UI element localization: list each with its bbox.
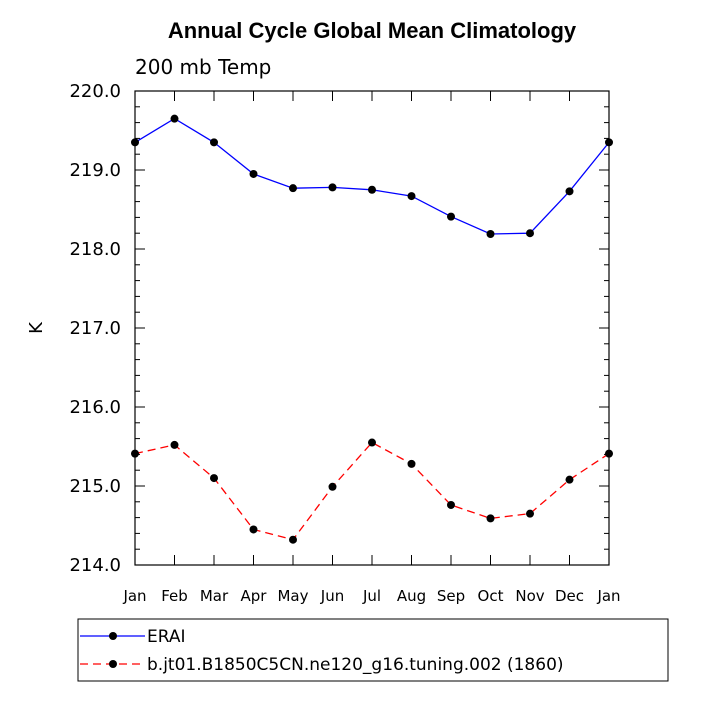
x-tick-label: Apr [241, 587, 268, 605]
data-point-series-1 [565, 475, 574, 484]
data-point-series-0 [565, 187, 574, 196]
x-tick-label: Sep [437, 587, 465, 605]
legend-marker-erai [109, 632, 117, 640]
data-point-series-1 [486, 514, 495, 523]
data-point-series-1 [249, 525, 258, 534]
data-point-series-0 [131, 138, 139, 147]
data-point-series-1 [407, 459, 416, 468]
x-tick-label: Dec [555, 587, 584, 605]
y-tick-label: 220.0 [69, 81, 121, 102]
y-tick-label: 217.0 [69, 318, 121, 339]
y-tick-label: 215.0 [69, 476, 121, 497]
data-point-series-0 [605, 138, 613, 147]
data-point-series-0 [170, 114, 179, 123]
y-tick-labels: 214.0 215.0 216.0 217.0 218.0 219.0 220.0 [69, 81, 121, 576]
y-tick-label: 214.0 [69, 555, 121, 576]
data-point-series-1 [289, 535, 297, 544]
data-point-series-0 [210, 138, 218, 147]
data-point-series-0 [447, 212, 455, 221]
legend: ERAI b.jt01.B1850C5CN.ne120_g16.tuning.0… [77, 618, 669, 682]
legend-box [77, 618, 669, 682]
legend-label-model: b.jt01.B1850C5CN.ne120_g16.tuning.002 (1… [147, 655, 564, 675]
legend-label-erai: ERAI [147, 627, 186, 647]
plot-frame [134, 90, 610, 566]
data-point-series-0 [526, 229, 534, 238]
legend-marker-model [109, 660, 117, 668]
data-point-series-1 [210, 474, 218, 483]
data-point-series-1 [170, 440, 179, 449]
data-point-series-1 [526, 509, 534, 518]
data-point-series-0 [407, 192, 416, 201]
x-tick-label: Jan [596, 587, 620, 605]
x-tick-label: Feb [161, 587, 188, 605]
data-point-series-0 [368, 185, 376, 194]
y-tick-label: 216.0 [69, 397, 121, 418]
data-point-series-1 [447, 500, 455, 509]
data-point-series-1 [605, 449, 613, 458]
series-group [131, 114, 613, 544]
x-tick-label: May [277, 587, 308, 605]
data-point-series-0 [249, 169, 258, 178]
series-line-0 [134, 117, 610, 235]
x-tick-label: Aug [397, 587, 426, 605]
axis-ticks [134, 90, 610, 566]
y-axis-label: K [26, 321, 47, 334]
data-point-series-1 [131, 449, 139, 458]
chart-title: Annual Cycle Global Mean Climatology [168, 18, 577, 43]
series-line-1 [134, 441, 610, 541]
data-point-series-1 [328, 482, 337, 491]
x-tick-label: Mar [200, 587, 229, 605]
x-tick-label: Jun [320, 587, 344, 605]
x-tick-labels: Jan Feb Mar Apr May Jun Jul Aug Sep Oct Nov Dec Jan [122, 587, 620, 605]
x-tick-label: Jul [362, 587, 381, 605]
y-tick-label: 219.0 [69, 160, 121, 181]
x-tick-label: Oct [478, 587, 504, 605]
data-point-series-0 [486, 229, 495, 238]
x-tick-label: Jan [122, 587, 146, 605]
data-point-series-1 [368, 438, 376, 447]
x-tick-label: Nov [515, 587, 544, 605]
data-point-series-0 [328, 183, 337, 192]
data-point-series-0 [289, 184, 297, 193]
y-tick-label: 218.0 [69, 239, 121, 260]
chart-subtitle: 200 mb Temp [135, 55, 271, 79]
